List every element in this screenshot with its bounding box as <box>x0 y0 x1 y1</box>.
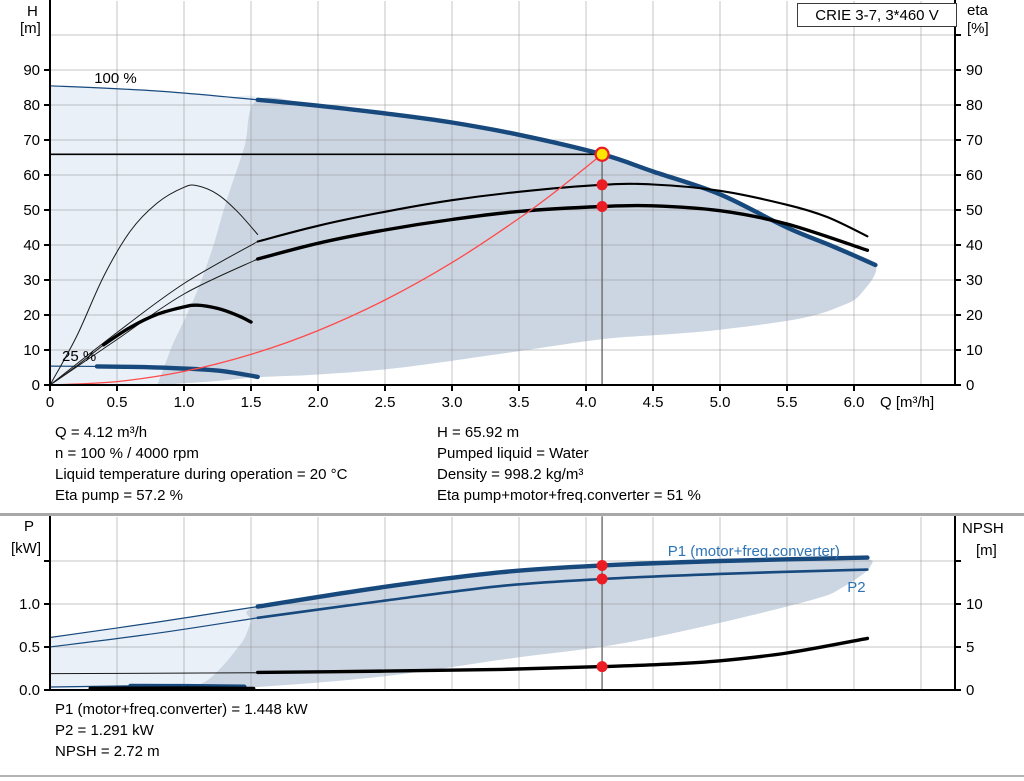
tick-label-left: 10 <box>23 342 40 359</box>
info-line: H = 65.92 m <box>437 424 520 441</box>
tick-label-right: 0 <box>966 377 974 394</box>
system-curve-curve <box>49 153 603 386</box>
tick-label-x: 5.0 <box>710 394 731 411</box>
chart-bottom[interactable]: 0.0 0.5 1.0 0 5 10 P1 (motor+freq.converter) P2 <box>19 516 983 699</box>
p1-below-minflow-curve <box>49 606 259 639</box>
curve-label: 100 % <box>94 70 137 87</box>
duty-info-left: Q = 4.12 m³/h n = 100 % / 4000 rpm Liquid … <box>55 422 347 506</box>
info-line: Eta pump = 57.2 % <box>55 487 183 504</box>
tick-label-right: 5 <box>966 639 974 656</box>
envelope-low-speed-area <box>50 606 264 690</box>
tick-label-right: 40 <box>966 237 983 254</box>
eta-pump-25pct-curve <box>49 184 259 386</box>
tick-label-left: 0 <box>32 377 40 394</box>
npsh-curve <box>256 636 870 675</box>
tick-label-left: 30 <box>23 272 40 289</box>
tick-label-right: 80 <box>966 97 983 114</box>
separator-line-bottom <box>0 775 1024 777</box>
qh-100pct-below-minflow-curve <box>49 85 259 101</box>
curve-label: P1 (motor+freq.converter) <box>668 543 840 560</box>
tick-label-x: 4.0 <box>576 394 597 411</box>
y-axis-unit-npsh: [m] <box>976 542 997 559</box>
curve-label: 25 % <box>62 348 96 365</box>
operating-point[interactable] <box>594 146 610 162</box>
tick-label-left: 60 <box>23 167 40 184</box>
p1-25pct-lead-curve <box>49 685 131 688</box>
tick-label-right: 50 <box>966 202 983 219</box>
tick-label-right: 90 <box>966 62 983 79</box>
y-axis-unit-eta: [%] <box>967 20 989 37</box>
p2-point <box>596 573 608 585</box>
y-axis-title-h: H <box>27 3 38 20</box>
tick-label-left: 90 <box>23 62 40 79</box>
tick-label-left: 20 <box>23 307 40 324</box>
pump-type-box: CRIE 3-7, 3*460 V <box>797 3 957 27</box>
tick-label-left: 0.5 <box>19 639 40 656</box>
p2-below-minflow-curve <box>49 617 259 648</box>
eta-total-curve <box>256 203 870 261</box>
tick-label-right: 0 <box>966 682 974 699</box>
p2-curve <box>256 568 869 620</box>
tick-label-left: 50 <box>23 202 40 219</box>
envelope-operating-range-area <box>157 97 877 385</box>
chart-top[interactable]: 0 10 20 30 40 50 60 70 80 90 0 10 20 30 40 50 60 70 80 90 0 0… <box>23 0 983 411</box>
info-line: P2 = 1.291 kW <box>55 722 154 739</box>
separator-line <box>0 513 1024 516</box>
tick-label-x: 6.0 <box>844 394 865 411</box>
y-axis-title-eta: eta <box>967 2 988 19</box>
npsh-below-minflow-curve <box>49 672 259 675</box>
eta-pump-point <box>596 179 608 191</box>
tick-label-left: 0.0 <box>19 682 40 699</box>
tick-label-x: 4.5 <box>643 394 664 411</box>
tick-label-right: 10 <box>966 342 983 359</box>
p1-25pct-curve <box>128 683 247 689</box>
tick-label-right: 70 <box>966 132 983 149</box>
tick-label-right: 60 <box>966 167 983 184</box>
tick-label-x: 2.5 <box>375 394 396 411</box>
y-axis-unit-h: [m] <box>20 20 41 37</box>
info-line: Pumped liquid = Water <box>437 445 589 462</box>
y-axis-unit-p: [kW] <box>11 540 41 557</box>
info-line: Density = 998.2 kg/m³ <box>437 466 584 483</box>
info-line: n = 100 % / 4000 rpm <box>55 445 199 462</box>
p1-point <box>596 559 608 571</box>
y-axis-title-npsh: NPSH <box>962 520 1004 537</box>
tick-label-x: 1.5 <box>241 394 262 411</box>
p1-curve <box>255 555 870 609</box>
x-axis-title-q: Q [m³/h] <box>880 394 935 411</box>
info-line: NPSH = 2.72 m <box>55 743 160 760</box>
duty-info-right: H = 65.92 m Pumped liquid = Water Density … <box>437 422 701 506</box>
power-info: P1 (motor+freq.converter) = 1.448 kW P2 =… <box>55 699 308 762</box>
tick-label-x: 0.5 <box>107 394 128 411</box>
tick-label-right: 20 <box>966 307 983 324</box>
eta-total-lead-curve <box>49 258 259 386</box>
tick-label-right: 30 <box>966 272 983 289</box>
eta-pump-lead-curve <box>49 241 259 386</box>
tick-label-right: 10 <box>966 596 983 613</box>
y-axis-title-p: P <box>24 518 35 535</box>
tick-label-x: 0 <box>46 394 54 411</box>
tick-label-x: 1.0 <box>174 394 195 411</box>
envelope-low-speed-area <box>50 85 259 387</box>
tick-label-left: 40 <box>23 237 40 254</box>
tick-label-x: 3.5 <box>509 394 530 411</box>
tick-label-left: 70 <box>23 132 40 149</box>
eta-total-25pct-lead-curve <box>49 344 105 386</box>
tick-label-left: 80 <box>23 97 40 114</box>
info-line: Liquid temperature during operation = 20… <box>55 466 348 483</box>
info-line: P1 (motor+freq.converter) = 1.448 kW <box>55 701 308 718</box>
tick-label-x: 2.0 <box>308 394 329 411</box>
curve-label: P2 <box>847 579 865 596</box>
eta-total-point <box>596 201 608 212</box>
tick-label-left: 1.0 <box>19 596 40 613</box>
eta-total-25pct-curve <box>101 303 253 347</box>
qh-25pct-curve <box>94 364 260 380</box>
info-line: Q = 4.12 m³/h <box>55 424 148 441</box>
tick-label-x: 5.5 <box>777 394 798 411</box>
tick-label-x: 3.0 <box>442 394 463 411</box>
info-line: Eta pump+motor+freq.converter = 51 % <box>437 487 701 504</box>
npsh-point <box>596 661 608 673</box>
